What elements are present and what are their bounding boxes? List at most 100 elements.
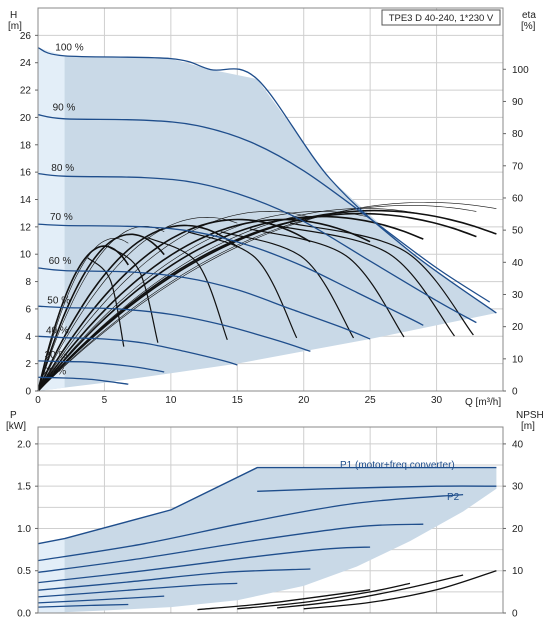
- npsh-tick: 40: [512, 439, 524, 450]
- p-y-tick: 0.0: [17, 609, 31, 620]
- qh-y-tick: 20: [20, 113, 32, 124]
- eta-curve-bold: [37, 218, 371, 392]
- p-curve: [37, 568, 311, 591]
- eta-curve-bold: [37, 245, 129, 392]
- eta-tick: 70: [512, 161, 524, 172]
- qh-y-tick: 8: [25, 277, 31, 288]
- speed-label: 20 %: [43, 367, 66, 378]
- npsh-curve: [197, 589, 371, 611]
- p-curve: [37, 523, 424, 574]
- p2-series-label: P2: [447, 492, 460, 503]
- eta-curve: [37, 216, 238, 392]
- qh-axes: 0 5 10 15 20 25 300246810121416182022242601020…: [20, 31, 529, 406]
- eta-curve-bold: [37, 212, 477, 392]
- eta-tail: [87, 257, 125, 347]
- eta-tick: 40: [512, 258, 524, 269]
- p-curve: [37, 493, 464, 562]
- qh-curves: 100 % 90 % 80 % 70 % 60 % 50 % 40 % 30 % 20 %: [37, 42, 497, 385]
- p-y-tick: 0.5: [17, 566, 31, 577]
- speed-label: 90 %: [53, 103, 76, 114]
- npsh-tick: 10: [512, 566, 524, 577]
- eta-curve: [37, 202, 497, 392]
- p-y-label-2: [kW]: [6, 421, 26, 432]
- qh-y-tick: 10: [20, 250, 32, 261]
- qh-envelope-left: [38, 47, 65, 391]
- qh-y-tick: 6: [25, 304, 31, 315]
- qh-y-tick: 0: [25, 387, 31, 398]
- qh-x-tick: 0: [35, 395, 41, 406]
- qh-y-label-1: H: [10, 10, 17, 21]
- p-y-tick: 1.5: [17, 482, 31, 493]
- npsh-curve: [237, 582, 411, 610]
- npsh-tick: 30: [512, 482, 524, 493]
- model-header: TPE3 D 40-240, 1*230 V: [389, 13, 494, 24]
- qh-y-tick: 4: [25, 332, 31, 343]
- eta-tick: 10: [512, 354, 524, 365]
- eta-tick: 50: [512, 226, 524, 237]
- p1-curve: [37, 466, 497, 545]
- eta-curve: [37, 210, 311, 392]
- p-curve: [37, 595, 165, 604]
- p-axes: 0.0 0.5 1.0 1.5 2.0 0 10 20 30 40: [17, 439, 523, 619]
- npsh-tick: 20: [512, 524, 524, 535]
- npsh-tick: 0: [512, 609, 518, 620]
- npsh-label-1: NPSH: [516, 410, 544, 421]
- qh-curve-100pct: [37, 47, 497, 314]
- p-curves: [37, 466, 497, 611]
- model-header-box: [381, 9, 501, 26]
- p-y-tick: 2.0: [17, 439, 31, 450]
- qh-curve-30pct: [37, 360, 165, 373]
- qh-y-tick: 22: [20, 86, 32, 97]
- qh-x-tick: 25: [365, 395, 377, 406]
- eta-tail: [187, 231, 298, 339]
- speed-label: 70 %: [50, 212, 73, 223]
- eta-tail: [220, 231, 355, 339]
- eta-tick: 30: [512, 290, 524, 301]
- speed-label: 30 %: [45, 350, 68, 361]
- qh-curve-80pct: [37, 172, 477, 324]
- p-y-label-1: P: [10, 410, 17, 421]
- p-y-tick: 1.0: [17, 524, 31, 535]
- qh-y-tick: 24: [20, 58, 32, 69]
- qh-x-tick: 5: [102, 395, 108, 406]
- npsh-curve: [303, 570, 497, 610]
- eta-tick: 60: [512, 193, 524, 204]
- qh-x-tick: 30: [431, 395, 443, 406]
- p1-series-label: P1 (motor+freq.converter): [340, 460, 455, 471]
- qh-curve-90pct: [37, 114, 491, 303]
- qh-y-tick: 18: [20, 140, 32, 151]
- speed-label: 50 %: [47, 296, 70, 307]
- p-envelope-area: [38, 467, 497, 613]
- eta-tick: 80: [512, 129, 524, 140]
- qh-curve-70pct: [37, 223, 424, 326]
- npsh-label-2: [m]: [521, 421, 535, 432]
- qh-y-label-2: [m]: [8, 21, 22, 32]
- eta-tail: [107, 245, 159, 343]
- speed-label: 80 %: [51, 163, 74, 174]
- qh-curve-20pct: [37, 376, 129, 385]
- qh-y-tick: 26: [20, 31, 32, 42]
- eta-curve-bold: [37, 218, 311, 392]
- qh-y-tick: 12: [20, 222, 32, 233]
- eta-tick: 100: [512, 65, 529, 76]
- eta-label-2: [%]: [521, 21, 536, 32]
- speed-label: 40 %: [46, 326, 69, 337]
- p-curve: [37, 546, 371, 584]
- eta-tail: [278, 225, 455, 337]
- eta-curve: [37, 210, 371, 392]
- qh-x-tick: 15: [232, 395, 244, 406]
- qh-x-label: Q [m³/h]: [465, 397, 501, 408]
- qh-curve-60pct: [37, 267, 371, 340]
- speed-label: 60 %: [49, 256, 72, 267]
- qh-y-tick: 16: [20, 168, 32, 179]
- qh-x-tick: 10: [165, 395, 177, 406]
- p-curve: [37, 582, 238, 598]
- eta-tick: 20: [512, 322, 524, 333]
- p2-curve: [257, 485, 497, 492]
- qh-x-tick: 20: [298, 395, 310, 406]
- qh-curve-40pct: [37, 335, 238, 366]
- p-curve: [37, 603, 129, 608]
- p-plot-frame: [37, 426, 504, 614]
